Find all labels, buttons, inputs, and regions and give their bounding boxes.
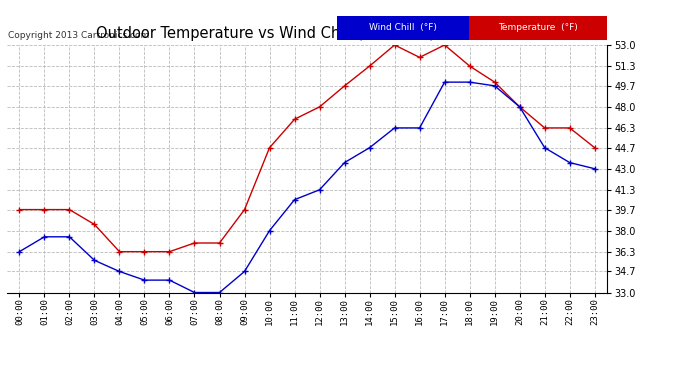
Text: Copyright 2013 Cartronics.com: Copyright 2013 Cartronics.com: [8, 31, 149, 40]
FancyBboxPatch shape: [469, 15, 607, 40]
FancyBboxPatch shape: [337, 15, 469, 40]
Text: Wind Chill  (°F): Wind Chill (°F): [369, 23, 437, 32]
Text: Temperature  (°F): Temperature (°F): [498, 23, 578, 32]
Title: Outdoor Temperature vs Wind Chill (24 Hours)  20130424: Outdoor Temperature vs Wind Chill (24 Ho…: [96, 26, 518, 41]
